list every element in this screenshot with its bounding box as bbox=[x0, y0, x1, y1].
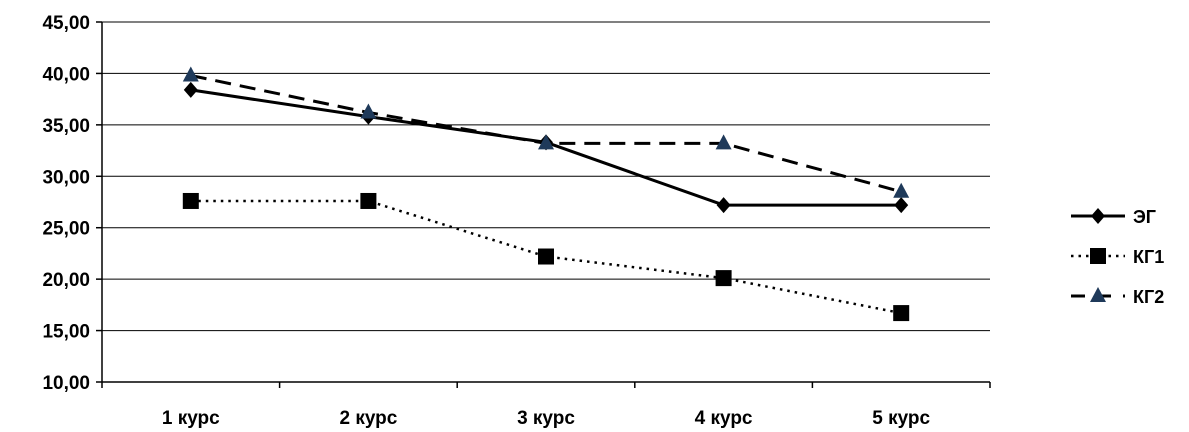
legend-marker bbox=[1090, 287, 1106, 302]
data-point bbox=[715, 270, 732, 287]
data-point bbox=[182, 192, 199, 209]
series-group bbox=[182, 66, 910, 322]
y-tick-label: 15,00 bbox=[42, 322, 90, 343]
y-tick-label: 10,00 bbox=[42, 373, 90, 394]
legend-marker bbox=[1091, 208, 1105, 224]
y-tick-label: 20,00 bbox=[42, 270, 90, 291]
data-point bbox=[893, 305, 910, 322]
data-point bbox=[538, 248, 554, 265]
data-point bbox=[360, 103, 377, 119]
data-point bbox=[360, 192, 377, 209]
y-tick-label: 45,00 bbox=[42, 13, 90, 34]
data-point bbox=[538, 134, 554, 150]
data-point bbox=[183, 81, 198, 98]
legend-label: КГ2 bbox=[1133, 287, 1164, 307]
series-3 bbox=[182, 66, 910, 198]
y-tick-label: 35,00 bbox=[42, 116, 90, 137]
legend-label: ЭГ bbox=[1133, 207, 1156, 227]
axes: 10,00 15,00 20,00 25,00 30,00 35,00 40,00 45,00… bbox=[42, 13, 991, 429]
series-line bbox=[190, 74, 902, 194]
y-tick-label: 30,00 bbox=[42, 167, 90, 188]
x-tick-label: 4 курс bbox=[695, 408, 753, 429]
legend: ЭГ КГ1 КГ2 bbox=[1071, 207, 1164, 307]
x-tick-label: 3 курс bbox=[517, 408, 575, 429]
data-point bbox=[715, 134, 732, 150]
x-tick-label: 1 курс bbox=[162, 408, 220, 429]
data-point bbox=[716, 197, 731, 214]
y-tick-label: 25,00 bbox=[42, 219, 90, 240]
y-tick-label: 40,00 bbox=[42, 64, 90, 85]
data-point bbox=[893, 182, 910, 198]
x-tick-label: 5 курс bbox=[872, 408, 930, 429]
x-tick-label: 2 курс bbox=[339, 408, 397, 429]
data-point bbox=[894, 197, 909, 214]
legend-marker bbox=[1090, 248, 1106, 264]
data-point bbox=[182, 66, 199, 82]
series-2 bbox=[182, 192, 910, 322]
legend-label: КГ1 bbox=[1133, 247, 1164, 267]
grid-lines bbox=[102, 21, 990, 332]
